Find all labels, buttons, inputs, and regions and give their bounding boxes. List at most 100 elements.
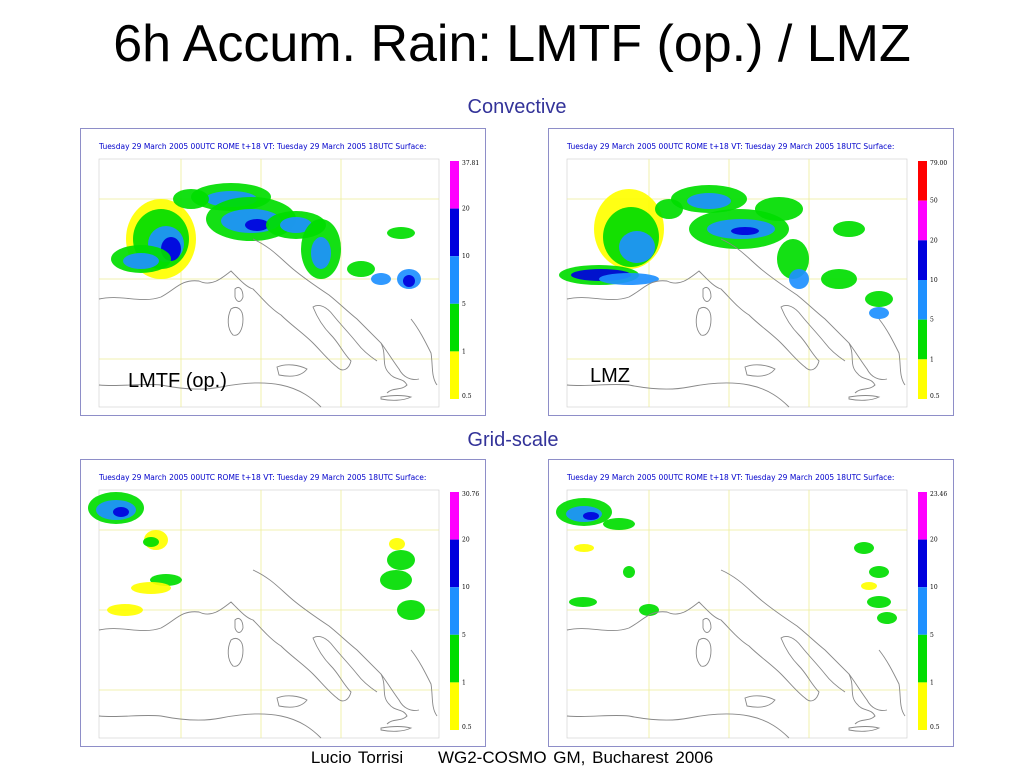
coastline: [98, 270, 378, 371]
coastline: [380, 342, 408, 394]
precip-map: Tuesday 29 March 2005 00UTC ROME t+18 VT…: [98, 142, 479, 408]
colorbar-tick-label: 20: [930, 537, 938, 544]
colorbar-segment: [450, 682, 459, 730]
precip-area: [131, 582, 171, 594]
precip-area: [403, 275, 415, 287]
coastline: [252, 569, 420, 711]
coastline: [566, 382, 790, 408]
colorbar-tick-label: 0.5: [930, 393, 940, 400]
colorbar-segment: [918, 319, 927, 360]
colorbar-segment: [450, 587, 459, 635]
colorbar-segment: [450, 303, 459, 352]
colorbar-max-label: 23.46: [930, 491, 947, 498]
coastline: [380, 673, 408, 725]
coastline: [276, 364, 308, 377]
precip-map: Tuesday 29 March 2005 00UTC ROME t+18 VT…: [88, 473, 479, 739]
map-panel-lmz-convective: Tuesday 29 March 2005 00UTC ROME t+18 VT…: [548, 128, 954, 416]
colorbar-tick-label: 5: [462, 301, 466, 308]
slide-title: 6h Accum. Rain: LMTF (op.) / LMZ: [113, 15, 911, 73]
coastline: [848, 726, 881, 732]
slide-footer: Lucio Torrisi WG2-COSMO GM, Bucharest 20…: [0, 748, 1024, 768]
colorbar-max-label: 79.00: [930, 160, 947, 167]
colorbar-segment: [918, 359, 927, 399]
precip-area: [569, 597, 597, 607]
precip-area: [687, 193, 731, 209]
coastline: [227, 638, 244, 667]
precip-area: [821, 269, 857, 289]
precip-area: [347, 261, 375, 277]
precip-area: [603, 518, 635, 530]
colorbar-tick-label: 0.5: [930, 724, 940, 731]
colorbar-segment: [450, 256, 459, 304]
colorbar-segment: [450, 634, 459, 683]
map-header-text: Tuesday 29 March 2005 00UTC ROME t+18 VT…: [98, 473, 426, 482]
colorbar-segment: [918, 539, 927, 588]
colorbar-tick-label: 1: [462, 679, 466, 686]
map-panel-lmtf-convective: Tuesday 29 March 2005 00UTC ROME t+18 VT…: [80, 128, 486, 416]
coastline: [702, 617, 712, 633]
precip-area: [623, 566, 635, 578]
colorbar-segment: [450, 208, 459, 257]
precip-area: [777, 239, 809, 279]
colorbar-segment: [918, 587, 927, 635]
precip-area: [143, 537, 159, 547]
colorbar-segment: [450, 351, 459, 399]
colorbar-max-label: 30.76: [462, 491, 479, 498]
coastline: [227, 307, 244, 336]
coastline: [234, 286, 244, 302]
colorbar: 79.00 50 20 10 5 1 0.5: [918, 160, 947, 400]
grid-scale-label: Grid-scale: [467, 429, 559, 451]
precip-area: [789, 269, 809, 289]
coastline: [744, 695, 776, 708]
footer-author: Lucio Torrisi: [310, 748, 404, 767]
caption-lmtf: LMTF (op.): [128, 370, 227, 392]
coastline: [234, 617, 244, 633]
colorbar-segment: [918, 682, 927, 730]
precip-area: [869, 307, 889, 319]
colorbar-segment: [918, 161, 927, 201]
colorbar-max-label: 37.81: [462, 160, 479, 167]
coastline: [702, 286, 712, 302]
colorbar-segment: [918, 634, 927, 683]
precip-area: [389, 538, 405, 550]
precip-area: [867, 596, 891, 608]
precip-area: [619, 231, 655, 263]
coastline: [566, 601, 846, 702]
precip-area: [173, 189, 209, 209]
coastline: [848, 673, 876, 725]
precip-area: [599, 273, 659, 285]
coastline: [98, 382, 322, 408]
precip-area: [877, 612, 897, 624]
precip-area: [123, 253, 159, 269]
colorbar: 30.76 20 10 5 1 0.5: [450, 491, 479, 731]
colorbar-segment: [918, 240, 927, 280]
coastline: [566, 713, 790, 739]
precip-area: [387, 227, 415, 239]
colorbar: 23.46 20 10 5 1 0.5: [918, 491, 947, 731]
precip-area: [387, 550, 415, 570]
map-header-text: Tuesday 29 March 2005 00UTC ROME t+18 VT…: [566, 142, 894, 151]
precip-area: [280, 217, 312, 233]
coastline: [98, 601, 378, 702]
precip-area: [371, 273, 391, 285]
colorbar-tick-label: 0.5: [462, 724, 472, 731]
coastline: [410, 649, 438, 717]
colorbar-tick-label: 5: [930, 632, 934, 639]
coastline: [252, 238, 420, 380]
map-area: [98, 158, 440, 408]
coastline: [566, 270, 846, 371]
precip-map: Tuesday 29 March 2005 00UTC ROME t+18 VT…: [559, 142, 947, 408]
map-area: [88, 489, 440, 739]
colorbar-tick-label: 5: [930, 317, 934, 324]
precip-area: [833, 221, 865, 237]
map-panel-lmz-gridscale: Tuesday 29 March 2005 00UTC ROME t+18 VT…: [548, 459, 954, 747]
colorbar-segment: [450, 161, 459, 209]
colorbar-tick-label: 0.5: [462, 393, 472, 400]
footer-event: WG2-COSMO GM, Bucharest 2006: [437, 748, 714, 767]
map-header-text: Tuesday 29 March 2005 00UTC ROME t+18 VT…: [98, 142, 426, 151]
colorbar-tick-label: 1: [930, 679, 934, 686]
colorbar: 37.81 20 10 5 1 0.5: [450, 160, 479, 400]
precip-area: [655, 199, 683, 219]
precip-area: [311, 237, 331, 269]
map-panel-lmtf-gridscale: Tuesday 29 March 2005 00UTC ROME t+18 VT…: [80, 459, 486, 747]
